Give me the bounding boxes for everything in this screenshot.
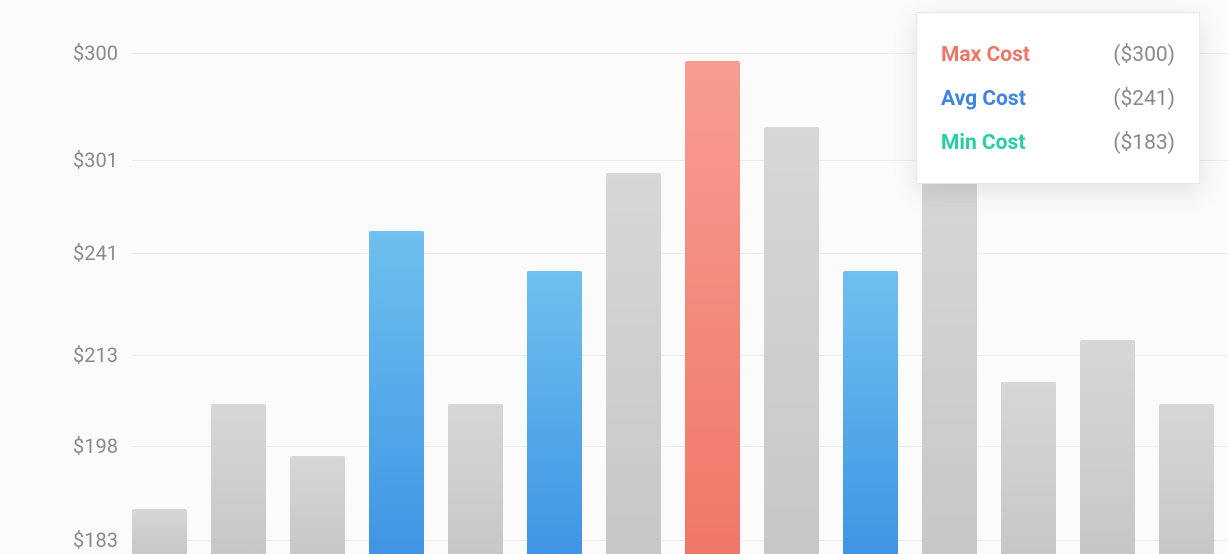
bar — [290, 456, 345, 554]
y-tick-label: $300 — [0, 43, 118, 63]
y-tick-label: $241 — [0, 243, 118, 263]
legend-label-min: Min Cost — [941, 131, 1025, 155]
legend-value-min: ($183) — [1113, 131, 1175, 155]
bar — [685, 61, 740, 554]
cost-legend-card: Max Cost ($300) Avg Cost ($241) Min Cost… — [916, 12, 1200, 184]
y-tick-label: $301 — [0, 150, 118, 170]
bar — [211, 404, 266, 554]
y-tick-label: $183 — [0, 530, 118, 550]
bar — [1080, 340, 1135, 554]
legend-row-max: Max Cost ($300) — [941, 33, 1175, 77]
legend-row-min: Min Cost ($183) — [941, 121, 1175, 165]
y-axis: $300 $301 $241 $213 $198 $183 — [0, 0, 124, 554]
bar — [843, 271, 898, 554]
bar — [606, 173, 661, 554]
legend-label-max: Max Cost — [941, 43, 1030, 67]
legend-row-avg: Avg Cost ($241) — [941, 77, 1175, 121]
bar — [1001, 382, 1056, 554]
bar — [1159, 404, 1214, 554]
legend-value-avg: ($241) — [1113, 87, 1175, 111]
bar — [132, 509, 187, 554]
bar — [527, 271, 582, 554]
cost-bar-chart: $300 $301 $241 $213 $198 $183 Max Cost (… — [0, 0, 1228, 554]
bar — [922, 173, 977, 554]
bar — [369, 231, 424, 554]
legend-value-max: ($300) — [1113, 43, 1175, 67]
bar — [448, 404, 503, 554]
bar — [764, 127, 819, 554]
legend-label-avg: Avg Cost — [941, 87, 1026, 111]
y-tick-label: $198 — [0, 436, 118, 456]
y-tick-label: $213 — [0, 345, 118, 365]
